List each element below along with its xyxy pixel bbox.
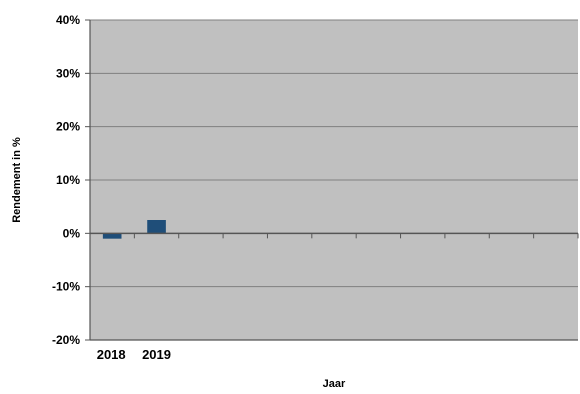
y-tick-label: -20% [52,333,80,347]
y-tick-label: -10% [52,280,80,294]
x-tick-label: 2018 [97,347,126,362]
x-axis-ticks: 2018 2019 [97,347,171,362]
y-tick-label: 40% [56,13,80,27]
y-axis-title: Rendement in % [11,137,23,223]
y-tick-label: 10% [56,173,80,187]
x-tick-label: 2019 [142,347,171,362]
y-tick-label: 30% [56,66,80,80]
y-tick-label: 0% [63,226,81,240]
y-axis-ticks: 40% 30% 20% 10% 0% -10% -20% [52,13,90,347]
bar-2018 [102,233,122,239]
axes [89,20,579,341]
bars [102,220,166,239]
bar-2019 [147,220,166,234]
y-tick-label: 20% [56,120,80,134]
x-axis-title: Jaar [323,378,346,390]
